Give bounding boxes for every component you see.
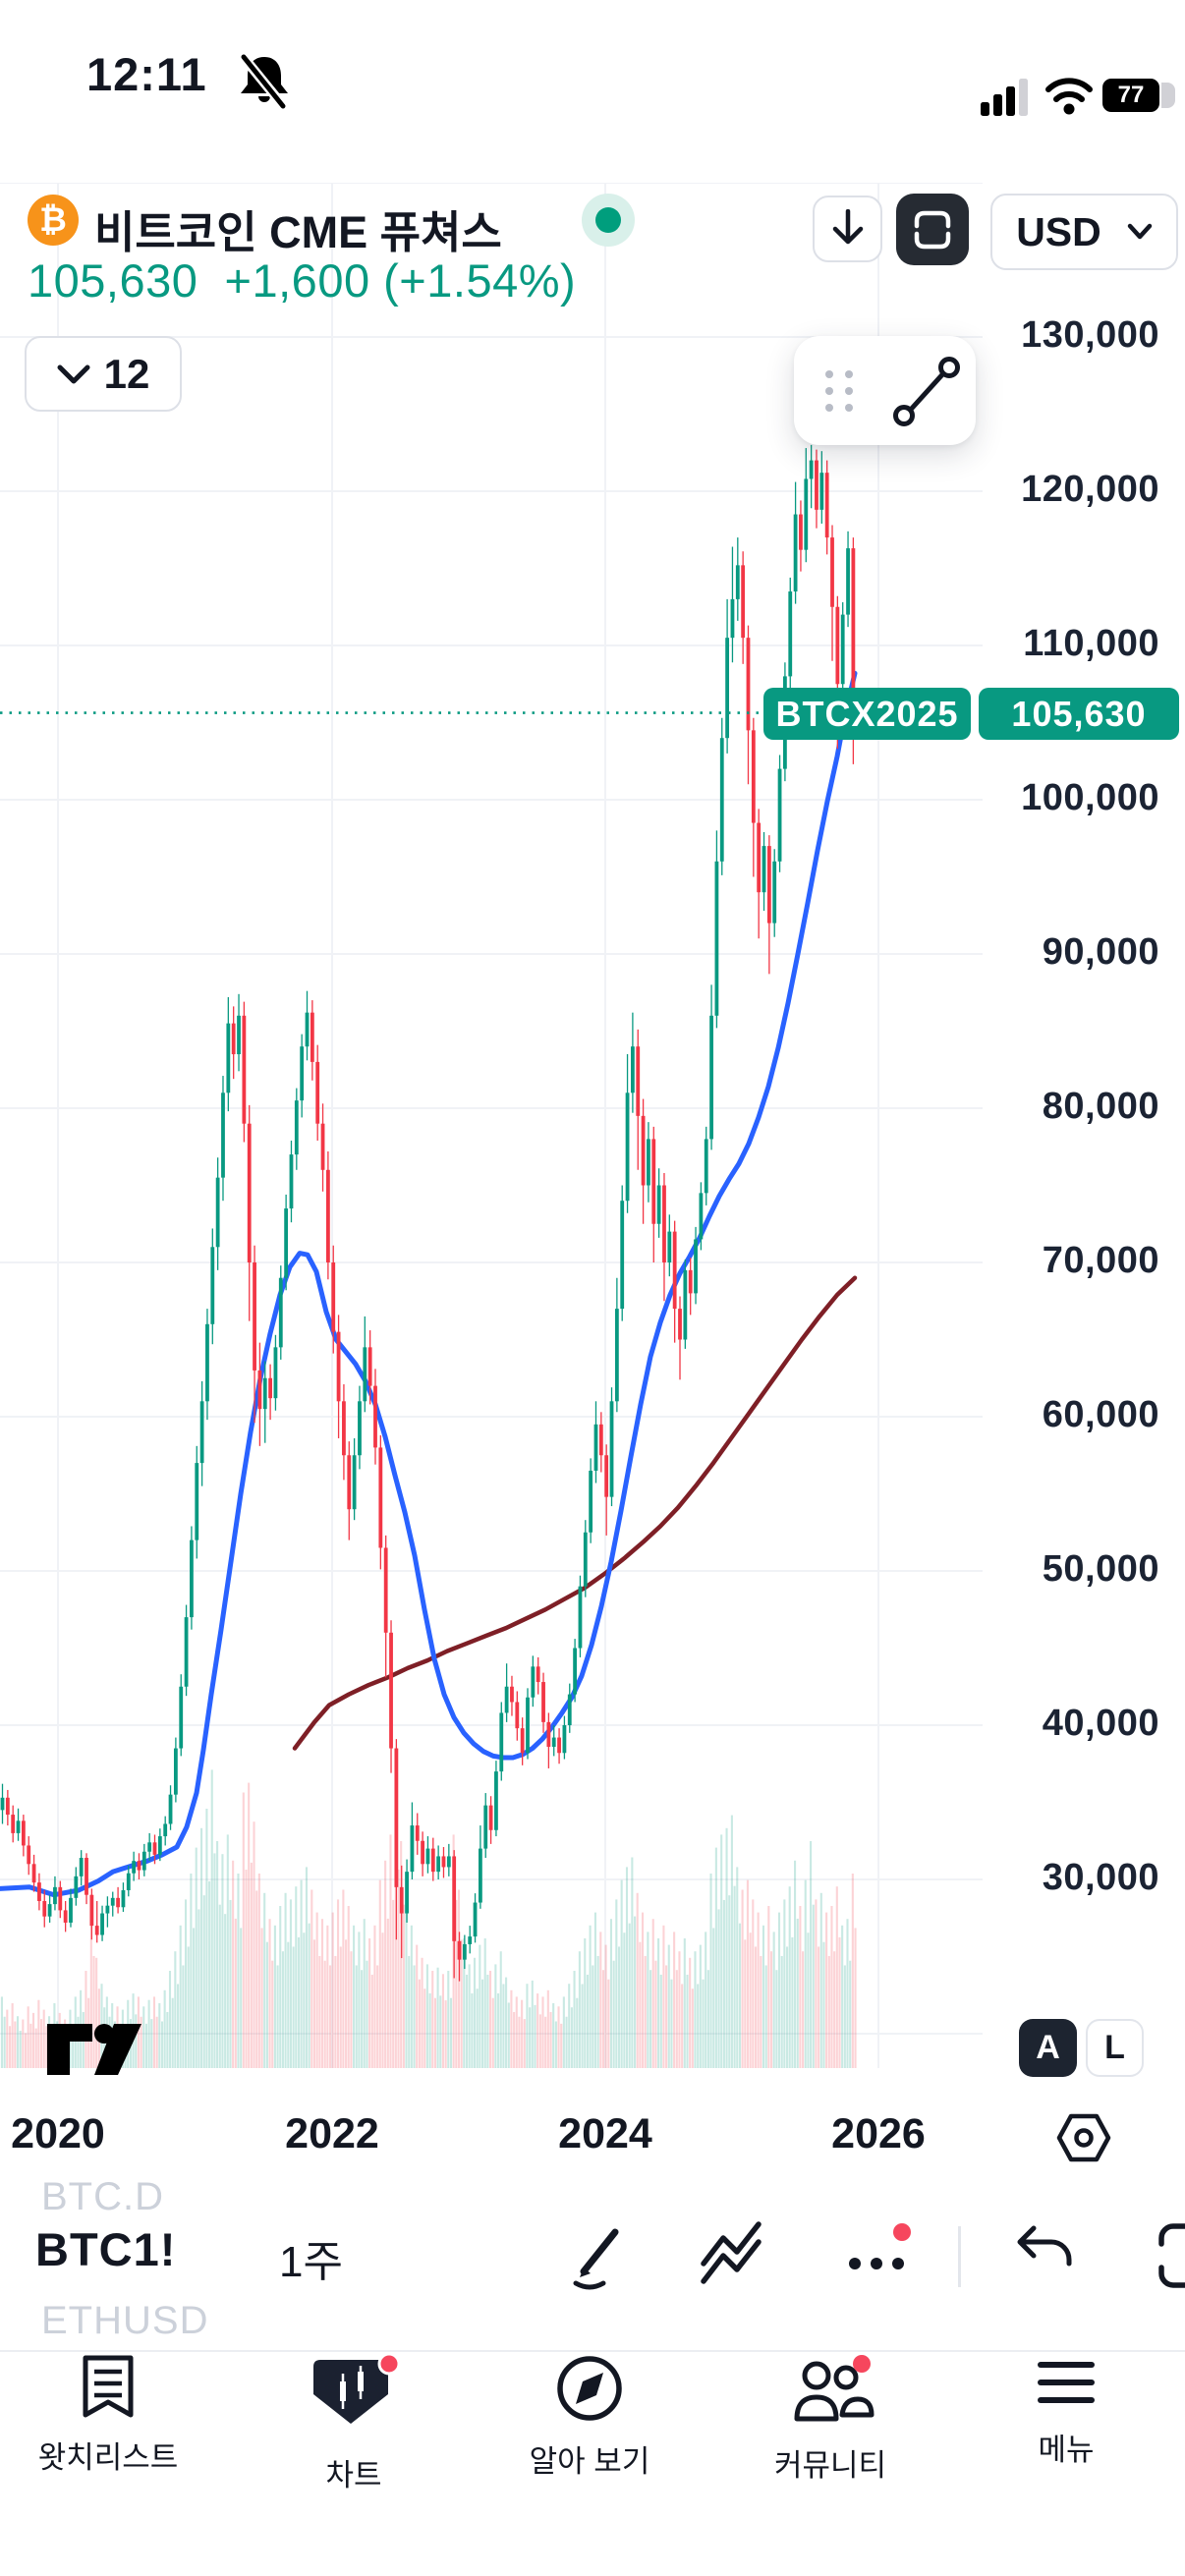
log-scale-button[interactable]: L — [1086, 2019, 1144, 2077]
floating-draw-panel — [794, 336, 976, 445]
trendline-tool-icon[interactable] — [888, 354, 965, 428]
symbol-title[interactable]: 비트코인 CME 퓨쳐스 — [94, 207, 502, 257]
current-price-badge: 105,630 — [979, 688, 1179, 740]
battery-percent: 77 — [1117, 82, 1145, 108]
nav-item-watchlist[interactable]: 왓치리스트 — [0, 2354, 216, 2477]
y-axis-label: 30,000 — [1042, 1857, 1159, 1898]
nav-label: 차트 — [325, 2458, 382, 2492]
drag-handle-icon[interactable] — [816, 363, 861, 420]
tradingview-logo[interactable] — [43, 2020, 145, 2079]
nav-item-explore[interactable]: 알아 보기 — [481, 2354, 698, 2481]
chevron-down-icon — [1127, 223, 1153, 240]
toolbar-divider — [958, 2226, 961, 2287]
status-time: 12:11 — [86, 48, 207, 100]
x-axis-label: 2026 — [831, 2110, 926, 2157]
x-axis-label: 2024 — [558, 2110, 652, 2157]
currency-value: USD — [1016, 208, 1101, 254]
watchlist-icon — [83, 2355, 134, 2418]
candlestick-chart[interactable] — [0, 183, 1185, 2068]
contract-label-badge: BTCX2025 — [763, 688, 971, 740]
nav-item-community[interactable]: 커뮤니티 — [722, 2354, 938, 2485]
bitcoin-icon: ₿ — [28, 195, 79, 246]
nav-label: 알아 보기 — [529, 2444, 650, 2479]
snapshot-button[interactable] — [896, 194, 969, 265]
interval-value: 12 — [103, 350, 150, 397]
toolbar-symbol-button[interactable]: BTC1! — [35, 2223, 177, 2275]
notifications-muted-icon — [238, 51, 289, 112]
fullscreen-bracket-icon[interactable] — [1156, 2222, 1185, 2289]
notification-dot — [853, 2355, 871, 2373]
nav-label: 커뮤니티 — [773, 2448, 887, 2483]
y-axis-label: 40,000 — [1042, 1703, 1159, 1744]
more-options-icon[interactable] — [841, 2218, 920, 2291]
x-axis-label: 2020 — [11, 2110, 105, 2157]
currency-selector[interactable]: USD — [990, 194, 1178, 270]
menu-icon — [1038, 2362, 1095, 2403]
y-axis-label: 60,000 — [1042, 1394, 1159, 1435]
download-arrow-icon — [832, 209, 863, 245]
battery-indicator: 77 — [1102, 79, 1159, 112]
snapshot-frame-icon — [914, 210, 951, 249]
y-axis-label: 110,000 — [1023, 623, 1159, 664]
compass-icon — [557, 2356, 622, 2421]
notification-dot — [377, 2354, 401, 2376]
toolbar-interval-button[interactable]: 1주 — [279, 2238, 343, 2286]
y-axis-label: 120,000 — [1021, 469, 1159, 510]
nav-label: 메뉴 — [1038, 2433, 1095, 2467]
nav-divider — [0, 2350, 1185, 2352]
chart-icon — [313, 2354, 401, 2424]
undo-icon[interactable] — [1012, 2222, 1077, 2287]
chevron-down-icon — [57, 364, 90, 383]
price-row: 105,630 +1,600 (+1.54%) — [28, 253, 576, 308]
cellular-signal-icon — [981, 79, 1028, 116]
last-price: 105,630 — [28, 254, 198, 307]
nav-item-chart[interactable]: 차트 — [246, 2354, 462, 2494]
battery-cap — [1161, 83, 1175, 108]
x-axis-label: 2022 — [285, 2110, 379, 2157]
auto-scale-button[interactable]: A — [1019, 2019, 1077, 2077]
indicators-icon[interactable] — [696, 2218, 774, 2291]
draw-tool-icon[interactable] — [566, 2220, 637, 2291]
watchlist-row-btcd[interactable]: BTC.D — [41, 2175, 164, 2218]
watchlist-row-ethusd[interactable]: ETHUSD — [41, 2299, 209, 2342]
axis-settings-icon[interactable] — [1053, 2106, 1114, 2169]
price-change: +1,600 (+1.54%) — [224, 254, 577, 307]
interval-selector-button[interactable]: 12 — [25, 336, 182, 412]
y-axis-label: 50,000 — [1042, 1548, 1159, 1590]
y-axis-label: 70,000 — [1042, 1240, 1159, 1281]
y-axis-label: 100,000 — [1021, 777, 1159, 818]
notification-dot — [893, 2223, 911, 2241]
community-icon — [794, 2355, 875, 2422]
y-axis-label: 130,000 — [1021, 314, 1159, 356]
y-axis-label: 80,000 — [1042, 1086, 1159, 1127]
nav-label: 왓치리스트 — [37, 2440, 179, 2475]
wifi-icon — [1045, 78, 1093, 115]
nav-item-menu[interactable]: 메뉴 — [958, 2354, 1174, 2469]
market-status-dot — [582, 194, 635, 247]
download-button[interactable] — [813, 196, 882, 262]
y-axis-label: 90,000 — [1042, 931, 1159, 973]
